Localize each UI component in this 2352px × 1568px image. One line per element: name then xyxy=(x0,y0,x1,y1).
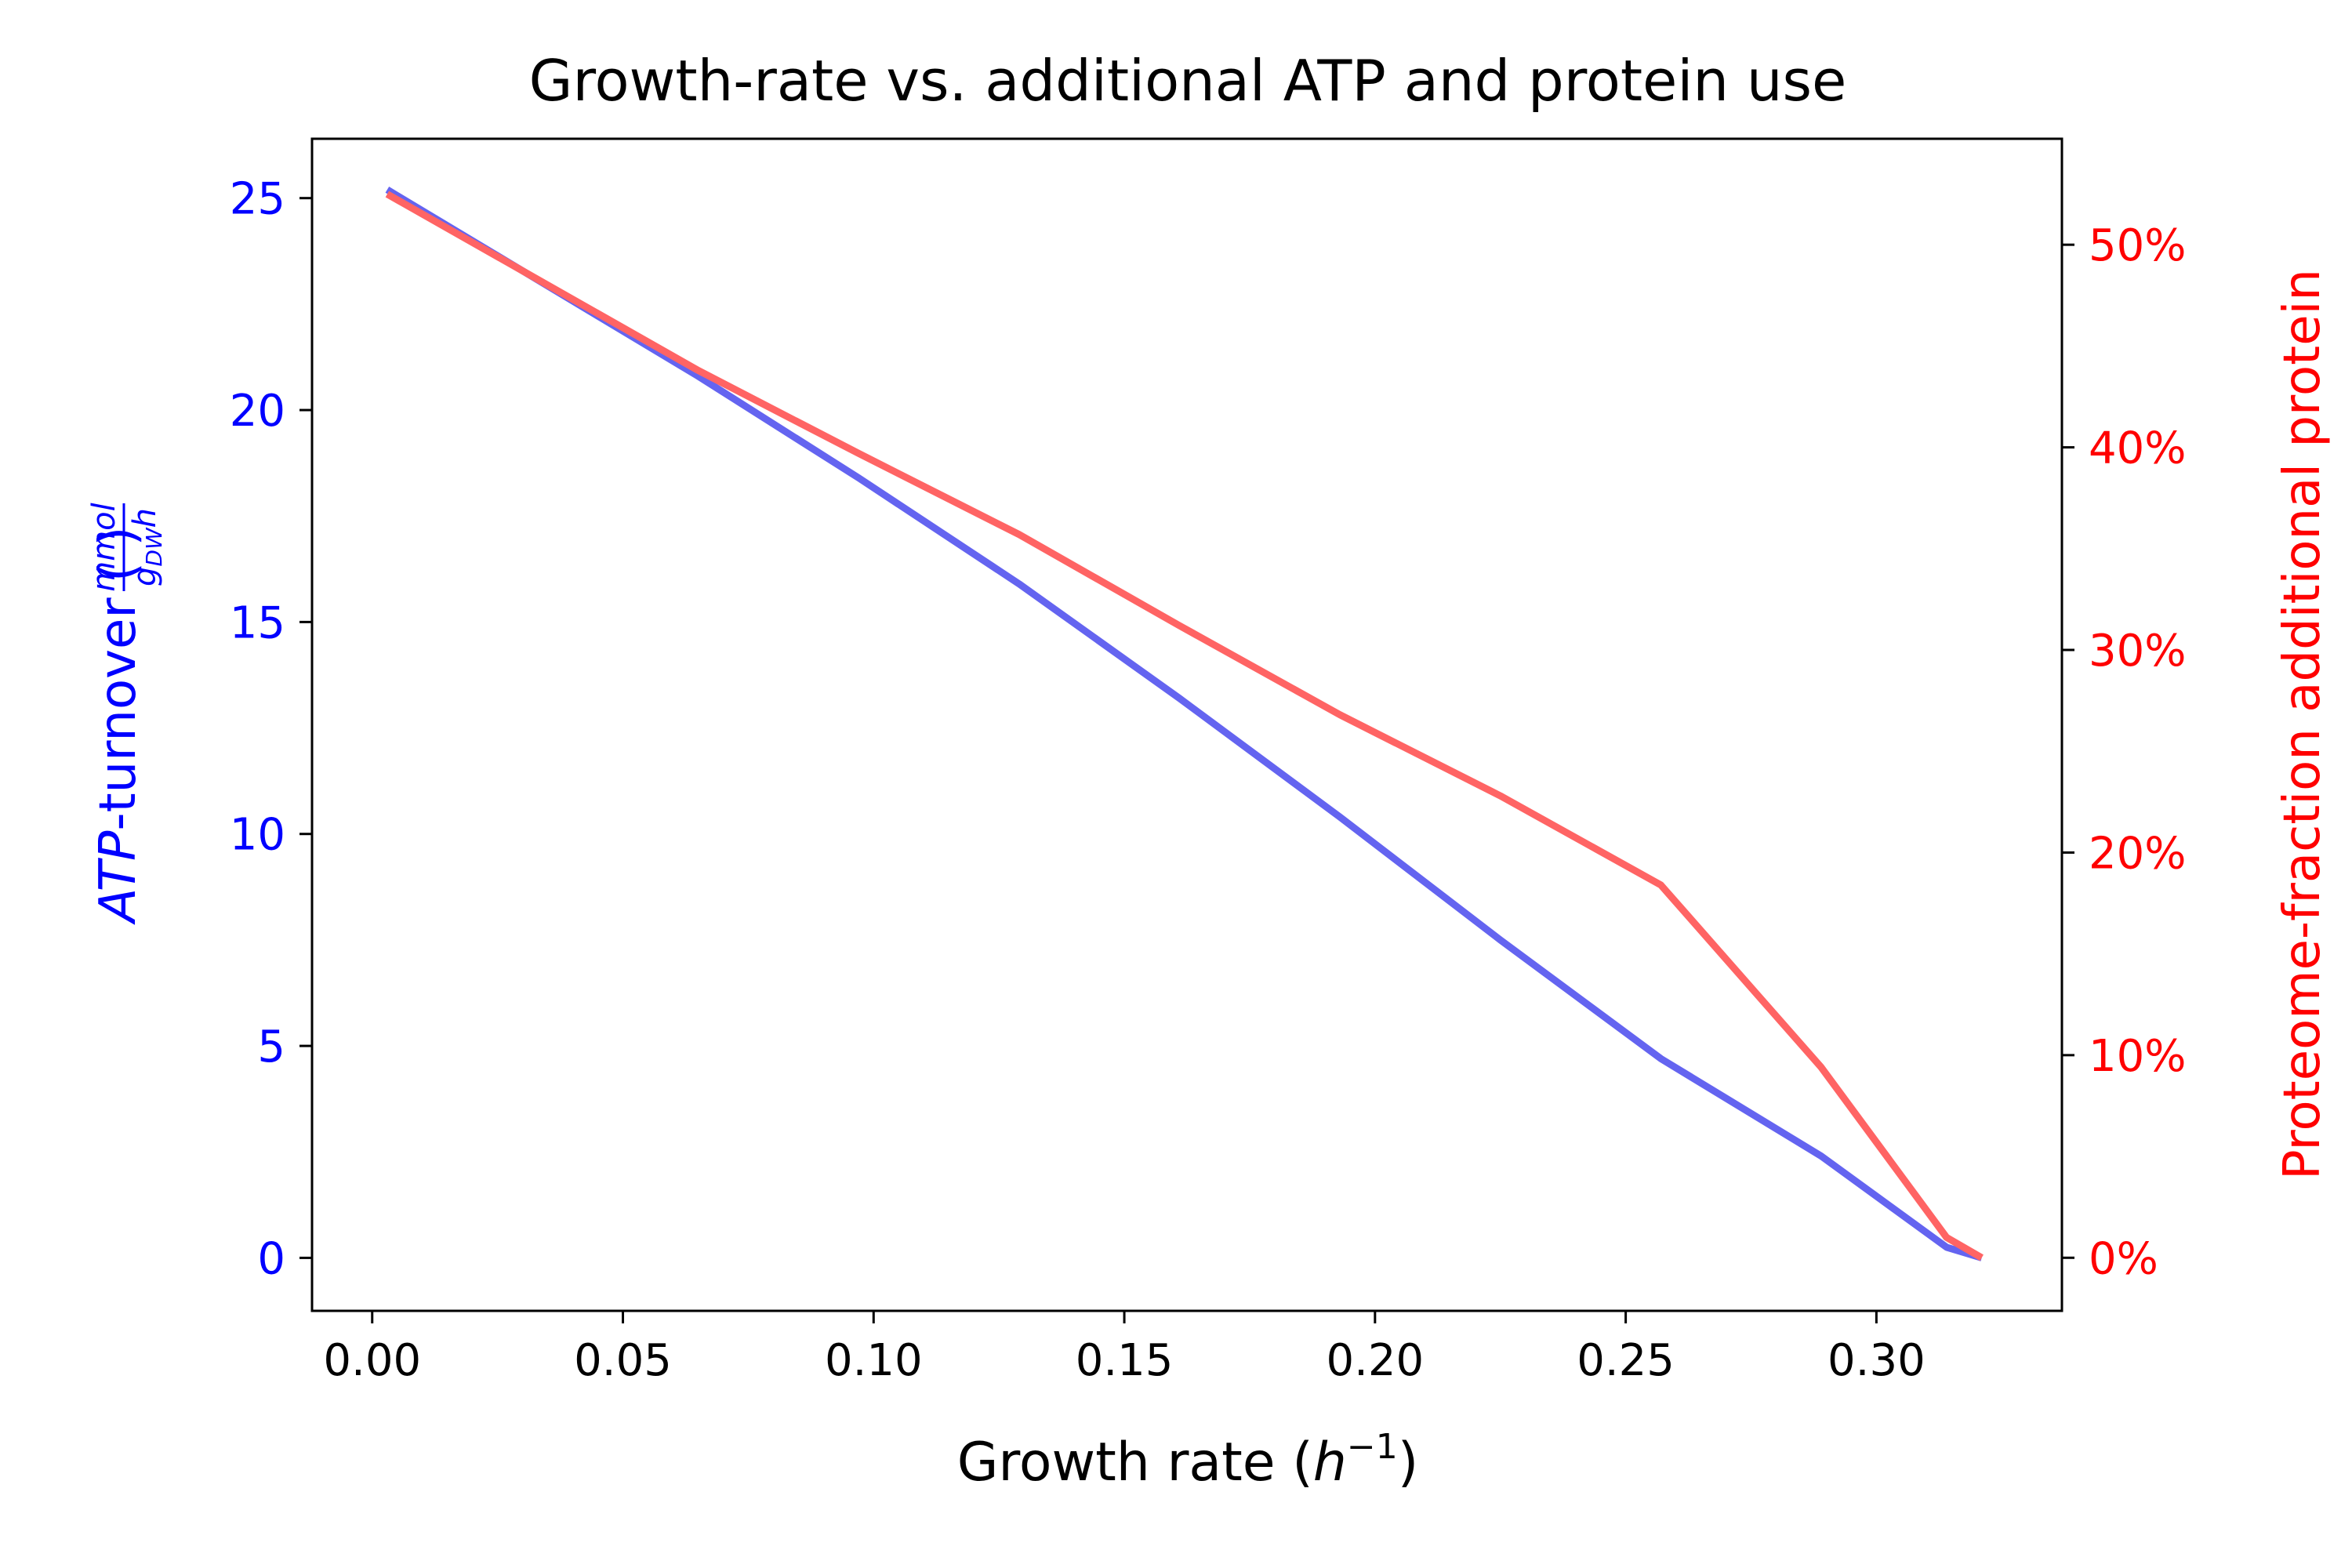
right-y-tick-label: 0% xyxy=(2089,1233,2158,1284)
right-y-tick-label: 50% xyxy=(2089,220,2186,271)
x-tick-label: 0.25 xyxy=(1577,1335,1675,1386)
left-y-tick-label: 20 xyxy=(230,386,285,437)
left-y-tick-label: 5 xyxy=(257,1022,285,1073)
x-tick-label: 0.20 xyxy=(1326,1335,1424,1386)
plot-frame xyxy=(310,137,2063,1312)
left-y-axis-label-paren-close: ) xyxy=(89,527,147,546)
x-axis-unit-exponent: −1 xyxy=(1347,1427,1398,1467)
chart-title: Growth-rate vs. additional ATP and prote… xyxy=(529,48,1847,114)
right-y-tick-label: 10% xyxy=(2089,1031,2186,1082)
left-y-unit-den-sub: DW xyxy=(141,527,167,567)
left-y-unit-denominator: gDWh xyxy=(127,508,167,586)
left-y-unit-den-g: g xyxy=(127,567,163,586)
x-tick-label: 0.10 xyxy=(825,1335,923,1386)
left-y-unit-numerator: mmol xyxy=(86,503,122,592)
x-tick-label: 0.15 xyxy=(1076,1335,1174,1386)
x-tick-label: 0.00 xyxy=(323,1335,421,1386)
right-y-tick-label: 30% xyxy=(2089,626,2186,677)
left-y-axis-label-atp: ATP xyxy=(89,830,147,925)
right-y-axis-label: Proteome-fraction additional protein xyxy=(2274,269,2332,1180)
svg-text:ATP-turnover ( ): ATP-turnover ( ) xyxy=(89,527,147,926)
left-y-axis-ticks: 0 5 10 15 20 25 xyxy=(230,174,312,1284)
left-y-tick-label: 0 xyxy=(257,1233,285,1284)
right-y-tick-label: 40% xyxy=(2089,423,2186,474)
series-layer xyxy=(385,187,1984,1261)
x-axis-label-paren-open: ( xyxy=(1276,1432,1313,1494)
x-tick-label: 0.05 xyxy=(574,1335,672,1386)
left-y-unit-den-h: h xyxy=(127,508,163,528)
x-axis-label-text: Growth rate xyxy=(957,1432,1276,1494)
left-y-tick-label: 10 xyxy=(230,810,285,861)
right-y-tick-label: 20% xyxy=(2089,828,2186,879)
series-line-right xyxy=(385,191,1984,1261)
left-y-tick-label: 25 xyxy=(230,174,285,225)
x-tick-label: 0.30 xyxy=(1828,1335,1926,1386)
x-axis-unit: h xyxy=(1313,1432,1347,1494)
x-axis-label: Growth rate (h−1) xyxy=(957,1427,1419,1494)
series-line-left xyxy=(385,187,1983,1261)
left-y-axis-label-text: -turnover xyxy=(89,597,147,831)
x-axis-label-paren-close: ) xyxy=(1398,1432,1419,1494)
right-y-axis-ticks: 0% 10% 20% 30% 40% 50% xyxy=(2062,220,2186,1284)
left-y-axis-label-paren-open: ( xyxy=(89,562,147,597)
x-axis-ticks: 0.00 0.05 0.10 0.15 0.20 0.25 0.30 xyxy=(323,1311,1926,1386)
left-y-axis-label: ATP-turnover ( ) mmol gDWh xyxy=(86,503,167,925)
left-y-tick-label: 15 xyxy=(230,597,285,648)
